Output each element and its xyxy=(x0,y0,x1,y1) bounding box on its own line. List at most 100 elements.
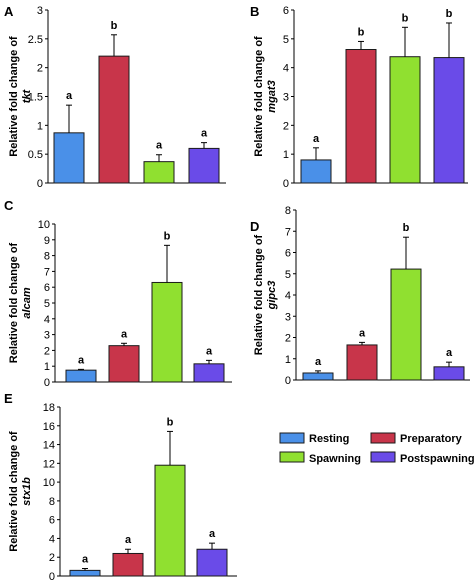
significance-label: b xyxy=(358,26,365,38)
y-axis-title-prefix: Relative fold change of xyxy=(8,431,20,552)
bar xyxy=(143,161,175,184)
y-tick-label: 4 xyxy=(285,290,291,302)
bar xyxy=(433,366,465,381)
significance-label: a xyxy=(206,345,213,357)
y-tick-label: 18 xyxy=(43,402,55,414)
chart-panel-c: C Relative fold change ofalcam 0 1 2 3 4 5 6 7 8 9 1… xyxy=(4,198,232,389)
y-tick-label: 4 xyxy=(283,63,289,75)
significance-label: b xyxy=(403,222,410,234)
legend-label: Spawning xyxy=(309,453,361,465)
y-tick-label: 12 xyxy=(43,458,55,470)
bar xyxy=(98,55,130,184)
y-tick-label: 1 xyxy=(44,361,50,373)
y-axis-title-prefix: Relative fold change of xyxy=(253,234,265,355)
legend-label: Preparatory xyxy=(400,433,463,445)
y-tick-label: 2 xyxy=(37,63,43,75)
legend-swatch xyxy=(279,432,305,444)
y-tick-label: 3 xyxy=(37,5,43,17)
y-tick-label: 7 xyxy=(44,266,50,278)
bar xyxy=(193,363,225,383)
y-tick-label: 9 xyxy=(44,235,50,247)
bar xyxy=(151,281,183,383)
y-axis-title-gene: tkt xyxy=(21,88,33,103)
y-axis-title-gene: gipc3 xyxy=(266,281,278,311)
significance-label: a xyxy=(313,133,320,145)
bar xyxy=(112,552,144,577)
significance-label: a xyxy=(82,553,89,565)
y-tick-label: 6 xyxy=(283,5,289,17)
panel-label: D xyxy=(250,219,259,234)
y-tick-label: 2 xyxy=(283,120,289,132)
y-tick-label: 0 xyxy=(49,571,55,583)
y-tick-label: 2 xyxy=(285,333,291,345)
y-tick-label: 3 xyxy=(44,330,50,342)
significance-label: b xyxy=(446,8,453,20)
y-axis-title-gene: stx1b xyxy=(21,477,33,506)
bar xyxy=(302,372,334,381)
panel-label: C xyxy=(4,198,14,213)
y-axis-title-gene: alcam xyxy=(21,287,33,318)
legend: Resting Preparatory Spawning Postspawning xyxy=(279,432,474,465)
y-tick-label: 2 xyxy=(49,552,55,564)
bar xyxy=(390,268,422,381)
y-axis-title-prefix: Relative fold change of xyxy=(8,242,20,363)
y-tick-label: 7 xyxy=(285,226,291,238)
panel-label: B xyxy=(250,4,259,19)
bar xyxy=(196,548,228,577)
legend-label: Postspawning xyxy=(400,453,474,465)
significance-label: a xyxy=(209,528,216,540)
y-tick-label: 4 xyxy=(44,314,50,326)
y-tick-label: 4 xyxy=(49,533,55,545)
bar xyxy=(300,159,332,184)
y-axis-title: Relative fold change oftkt xyxy=(8,36,33,157)
bar xyxy=(108,345,140,383)
chart-panel-a: A Relative fold change oftkt 0 0.5 1 1.5 2 2.5 3… xyxy=(4,4,226,190)
y-tick-label: 0 xyxy=(285,375,291,387)
y-tick-label: 6 xyxy=(49,515,55,527)
significance-label: a xyxy=(125,534,132,546)
y-tick-label: 10 xyxy=(43,477,55,489)
legend-swatch xyxy=(370,451,396,463)
bar xyxy=(65,369,97,383)
y-tick-label: 1.5 xyxy=(28,92,43,104)
y-tick-label: 8 xyxy=(44,251,50,263)
significance-label: a xyxy=(359,327,366,339)
significance-label: a xyxy=(156,140,163,152)
y-tick-label: 1 xyxy=(37,120,43,132)
y-axis-title-prefix: Relative fold change of xyxy=(8,36,20,157)
bar xyxy=(53,132,85,184)
y-axis-title: Relative fold change ofstx1b xyxy=(8,431,33,552)
y-tick-label: 3 xyxy=(283,92,289,104)
significance-label: b xyxy=(111,20,118,32)
y-tick-label: 6 xyxy=(285,248,291,260)
y-tick-label: 5 xyxy=(283,34,289,46)
y-tick-label: 0 xyxy=(44,377,50,389)
y-tick-label: 16 xyxy=(43,421,55,433)
legend-swatch xyxy=(279,451,305,463)
significance-label: b xyxy=(164,230,171,242)
y-tick-label: 0 xyxy=(37,178,43,190)
y-tick-label: 2.5 xyxy=(28,34,43,46)
significance-label: b xyxy=(167,416,174,428)
y-axis-title: Relative fold change ofalcam xyxy=(8,242,33,363)
bar xyxy=(188,147,220,184)
bar xyxy=(69,569,101,577)
legend-swatch xyxy=(370,432,396,444)
bar xyxy=(154,464,186,577)
bar xyxy=(346,344,378,381)
y-tick-label: 1 xyxy=(283,149,289,161)
panel-label: E xyxy=(4,391,13,406)
bar xyxy=(389,56,421,184)
y-axis-title: Relative fold change ofgipc3 xyxy=(253,234,278,355)
y-tick-label: 5 xyxy=(44,298,50,310)
significance-label: a xyxy=(315,356,322,368)
y-tick-label: 2 xyxy=(44,345,50,357)
y-axis-title: Relative fold change ofmgat3 xyxy=(253,36,278,157)
significance-label: a xyxy=(121,328,128,340)
significance-label: b xyxy=(402,12,409,24)
significance-label: a xyxy=(201,128,208,140)
significance-label: a xyxy=(78,354,85,366)
y-tick-label: 1 xyxy=(285,354,291,366)
